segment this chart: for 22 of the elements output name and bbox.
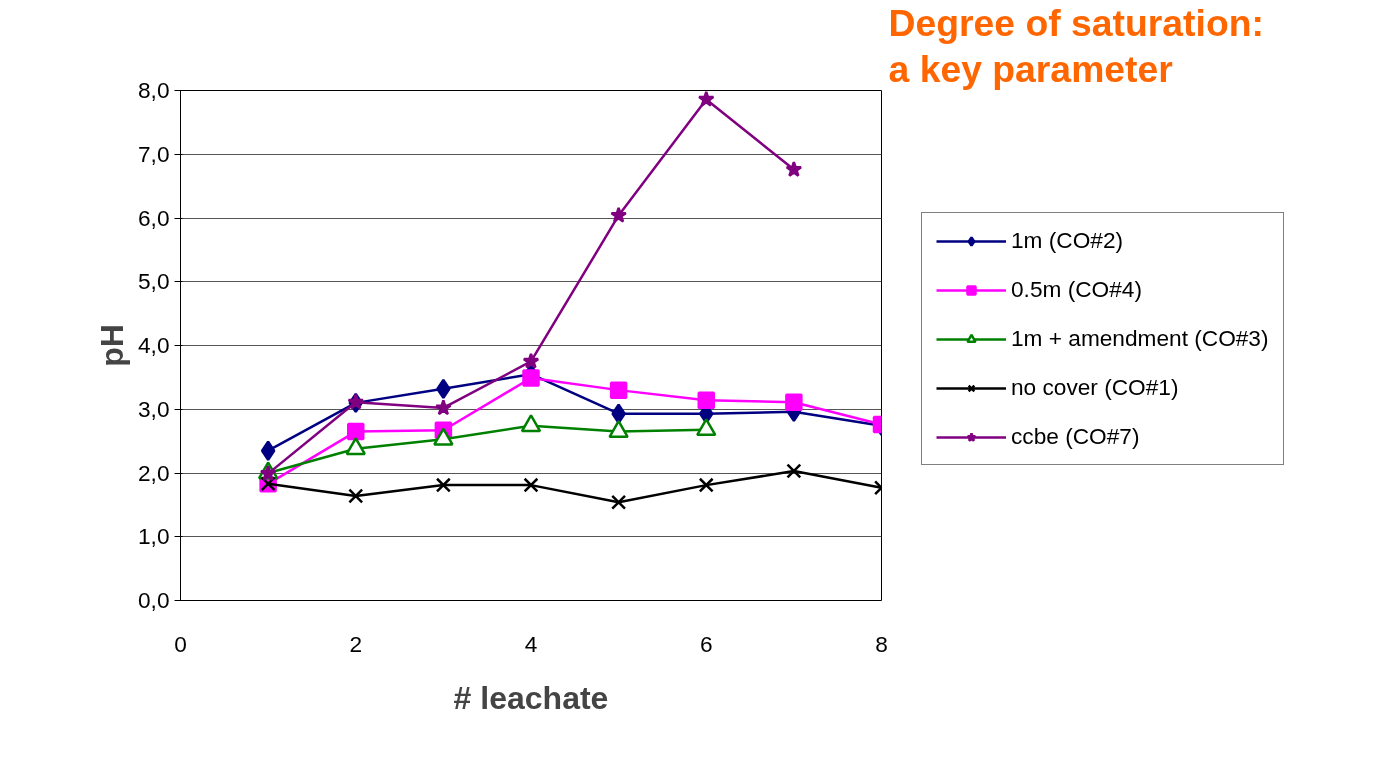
y-tick-label: 7,0 (138, 140, 170, 167)
y-tick-label: 4,0 (138, 332, 170, 358)
y-tick-label: 3,0 (138, 395, 170, 422)
y-tick-label: 0,0 (138, 587, 170, 613)
y-tick-label: 6,0 (138, 204, 170, 231)
x-tick-label: 8 (875, 630, 888, 657)
y-axis-title: pH (94, 324, 130, 367)
x-tick-label: 6 (699, 630, 713, 657)
y-tick-label: 8,0 (138, 77, 170, 103)
y-tick-label: 2,0 (138, 459, 170, 486)
y-tick-label: 1,0 (138, 523, 170, 550)
legend-label: 1m + amendment (CO#3) (1011, 325, 1269, 352)
legend-label: ccbe (CO#7) (1011, 423, 1140, 450)
legend-label: 1m (CO#2) (1011, 227, 1124, 254)
legend-label: 0.5m (CO#4) (1011, 276, 1142, 303)
x-axis-title: # leachate (453, 679, 609, 716)
text: Degree of saturation: a key parameter (888, 2, 1264, 91)
x-tick-label: 4 (524, 630, 538, 657)
legend-label: no cover (CO#1) (1011, 374, 1179, 401)
y-tick-label: 5,0 (138, 268, 170, 295)
x-tick-label: 2 (349, 630, 363, 657)
x-tick-label: 0 (174, 630, 187, 657)
